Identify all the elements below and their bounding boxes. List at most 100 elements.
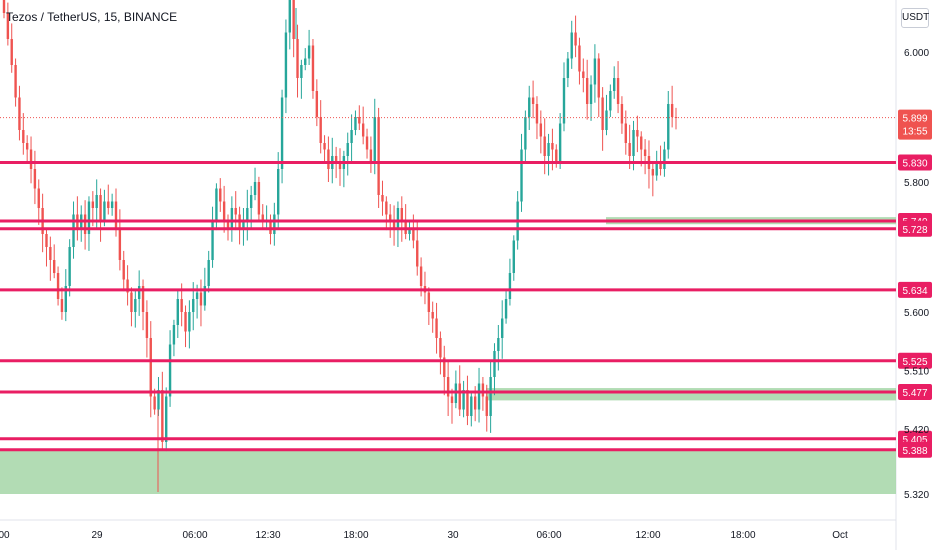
level-label-5.405: 5.405 <box>902 435 927 446</box>
candle-body-82 <box>319 117 322 143</box>
x-tick-label: 18:00 <box>730 530 755 541</box>
candle-body-80 <box>311 45 315 91</box>
candle-body-63 <box>246 208 249 221</box>
candle-body-42 <box>165 396 168 442</box>
chart-title: Tezos / TetherUS, 15, BINANCE <box>6 10 178 24</box>
candle-body-145 <box>562 78 566 124</box>
candle-body-24 <box>95 195 98 208</box>
x-tick-label: 29 <box>91 530 103 541</box>
candle-body-164 <box>636 130 639 137</box>
level-label-5.728: 5.728 <box>902 225 927 236</box>
candle-body-168 <box>651 169 655 176</box>
candle-body-48 <box>188 312 191 332</box>
candle-body-156 <box>605 110 608 130</box>
candle-body-40 <box>157 390 160 410</box>
candle-body-151 <box>585 78 589 104</box>
candle-body-162 <box>628 143 631 156</box>
candle-body-14 <box>56 273 60 299</box>
candle-body-124 <box>481 383 485 397</box>
candle-body-127 <box>493 351 496 377</box>
candle-body-49 <box>192 299 195 312</box>
candle-body-6 <box>25 143 29 150</box>
y-tick-label: 5.320 <box>904 490 929 501</box>
candle-body-163 <box>632 130 635 156</box>
currency-unit-button[interactable]: USDT <box>901 8 929 28</box>
candle-body-113 <box>439 338 442 358</box>
candle-body-9 <box>37 188 40 208</box>
level-label-5.388: 5.388 <box>902 446 927 457</box>
candle-body-143 <box>555 149 558 163</box>
x-tick-label: 18:00 <box>343 530 368 541</box>
candle-body-149 <box>578 45 581 72</box>
candle-body-55 <box>215 188 218 221</box>
candle-body-51 <box>199 292 203 306</box>
y-tick-label: 5.510 <box>904 367 929 378</box>
x-tick-label: Oct <box>832 530 848 541</box>
candle-body-8 <box>33 169 37 189</box>
candle-body-7 <box>29 149 33 169</box>
candle-body-108 <box>419 266 423 286</box>
candle-body-35 <box>137 286 141 299</box>
level-label-5.830: 5.830 <box>902 159 927 170</box>
candle-body-126 <box>489 377 492 416</box>
candle-body-89 <box>346 143 349 156</box>
x-tick-label: 06:00 <box>536 530 561 541</box>
candle-body-87 <box>338 162 342 169</box>
zone-1 <box>486 388 896 401</box>
candle-body-154 <box>597 58 600 98</box>
candle-body-43 <box>168 344 172 397</box>
level-label-bg-5.830 <box>898 154 932 171</box>
candle-body-76 <box>296 39 299 78</box>
candle-body-91 <box>354 117 357 130</box>
candle-body-140 <box>543 136 546 156</box>
candle-body-25 <box>99 195 102 221</box>
candle-body-29 <box>114 201 118 228</box>
level-label-bg-5.728 <box>898 220 932 237</box>
level-label-bg-5.525 <box>898 352 932 369</box>
plot-area <box>0 0 896 520</box>
x-tick-label: 12:30 <box>255 530 280 541</box>
candle-body-37 <box>145 312 149 338</box>
candle-body-166 <box>643 149 647 156</box>
candle-body-97 <box>377 117 380 195</box>
candle-body-103 <box>400 208 403 221</box>
candle-body-111 <box>431 312 434 319</box>
candle-body-141 <box>547 143 550 156</box>
candle-body-128 <box>497 338 500 351</box>
candle-body-106 <box>412 227 415 241</box>
candle-body-75 <box>292 0 295 39</box>
candle-body-115 <box>446 377 450 397</box>
x-tick-label: 12:00 <box>635 530 660 541</box>
candle-body-147 <box>570 32 573 59</box>
candle-body-78 <box>304 58 307 65</box>
candle-body-3 <box>14 65 17 98</box>
candle-body-79 <box>307 45 311 59</box>
candle-body-34 <box>134 299 137 312</box>
candle-body-50 <box>195 292 199 299</box>
candle-body-105 <box>408 227 411 234</box>
candle-body-160 <box>620 104 624 124</box>
level-label-5.525: 5.525 <box>902 357 927 368</box>
candle-body-122 <box>473 396 477 410</box>
candle-body-72 <box>280 97 284 169</box>
candle-body-114 <box>443 357 446 377</box>
candle-body-138 <box>535 104 539 124</box>
candle-body-137 <box>531 97 535 104</box>
candle-body-173 <box>670 104 674 117</box>
candle-body-119 <box>462 390 465 410</box>
x-tick-label: 06:00 <box>182 530 207 541</box>
candle-body-161 <box>624 123 627 143</box>
candle-body-47 <box>184 312 187 332</box>
candle-body-67 <box>261 214 264 221</box>
candle-body-110 <box>427 292 431 312</box>
y-tick-label: 5.800 <box>904 178 929 189</box>
countdown-label: 13:55 <box>902 127 927 138</box>
candle-body-81 <box>315 91 319 117</box>
support-resistance-levels <box>0 161 896 452</box>
candle-body-28 <box>110 201 114 208</box>
candle-body-92 <box>358 117 361 124</box>
candle-body-66 <box>257 182 261 215</box>
candle-body-125 <box>485 396 488 416</box>
time-axis: 00 29 06:00 12:30 18:00 30 06:00 12:00 18:00 Oct <box>0 530 848 541</box>
